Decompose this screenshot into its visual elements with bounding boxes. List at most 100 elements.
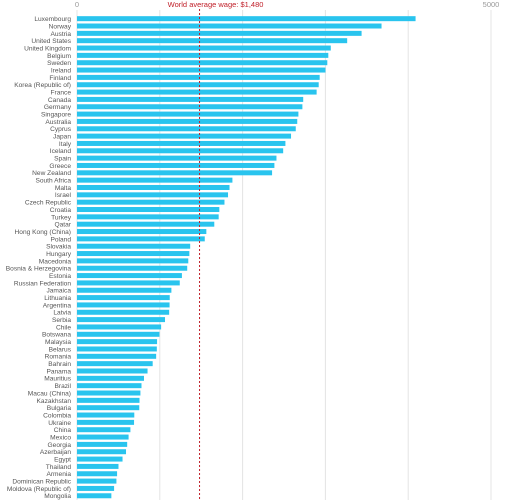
bar — [77, 199, 225, 205]
bar — [77, 383, 142, 389]
category-label: Singapore — [41, 111, 71, 118]
bar — [77, 324, 162, 330]
category-label: Egypt — [54, 456, 71, 463]
bar — [77, 317, 166, 323]
category-label: Panama — [46, 368, 71, 375]
category-label: Jamaica — [46, 288, 71, 295]
category-label: Austria — [50, 31, 71, 38]
category-label: Qatar — [55, 222, 72, 229]
bars-layer — [77, 16, 416, 499]
category-label: Ukraine — [48, 420, 71, 427]
bar — [77, 236, 205, 242]
category-label: Georgia — [48, 442, 72, 449]
bar — [77, 89, 317, 95]
bar — [77, 74, 320, 80]
bar — [77, 214, 219, 220]
category-label: France — [50, 89, 71, 96]
bar — [77, 229, 207, 235]
bar — [77, 463, 119, 469]
bar — [77, 38, 348, 44]
bar — [77, 295, 170, 301]
category-label: Russian Federation — [14, 280, 72, 287]
category-label: Mauritius — [44, 376, 71, 383]
bar — [77, 280, 180, 286]
bar — [77, 192, 229, 198]
bar — [77, 309, 170, 315]
bar — [77, 67, 326, 73]
bar — [77, 52, 329, 58]
bar — [77, 140, 286, 146]
category-label: Ireland — [51, 67, 71, 74]
bar — [77, 170, 273, 176]
bar — [77, 155, 277, 161]
category-label: Botswana — [42, 332, 71, 339]
bar — [77, 412, 135, 418]
bar — [77, 16, 416, 22]
category-label: Australia — [45, 119, 71, 126]
category-label: Japan — [53, 134, 71, 141]
bar — [77, 273, 182, 279]
category-label: Azerbaijan — [40, 449, 71, 456]
category-label: Lithuania — [44, 295, 71, 302]
bar — [77, 30, 362, 36]
category-label: Spain — [54, 156, 71, 163]
category-label: Norway — [49, 23, 72, 30]
bar — [77, 133, 292, 139]
category-label: Chile — [56, 324, 71, 331]
bar — [77, 118, 298, 124]
bar — [77, 243, 191, 249]
bar — [77, 265, 188, 271]
x-tick-label: 0 — [75, 0, 79, 9]
bar — [77, 111, 299, 117]
category-label: Romania — [45, 354, 72, 361]
category-label: Argentina — [43, 302, 72, 309]
bar — [77, 390, 141, 396]
bar — [77, 302, 170, 308]
category-label: Germany — [44, 104, 72, 111]
category-label: Cyprus — [50, 126, 72, 133]
category-label: Hong Kong (China) — [15, 229, 71, 236]
bar — [77, 104, 303, 110]
bar — [77, 449, 127, 455]
category-label: Macau (China) — [28, 390, 71, 397]
bar — [77, 397, 140, 403]
category-label: Finland — [49, 75, 71, 82]
bar — [77, 184, 230, 190]
bar — [77, 427, 131, 433]
category-label: Estonia — [49, 273, 71, 280]
category-label: Luxembourg — [34, 16, 71, 23]
category-label: Iceland — [50, 148, 72, 155]
x-tick-label: 5000 — [483, 0, 500, 9]
bar — [77, 368, 148, 374]
bar — [77, 251, 190, 257]
bar — [77, 405, 140, 411]
category-label: Sweden — [47, 60, 71, 67]
bar — [77, 478, 117, 484]
bar — [77, 148, 284, 154]
bar — [77, 82, 319, 88]
category-label: Israel — [55, 192, 72, 199]
x-axis-ticks: 0 5000 — [75, 0, 499, 9]
bar — [77, 126, 296, 132]
bar — [77, 96, 304, 102]
category-label: Malaysia — [45, 339, 71, 346]
category-label: Hungary — [46, 251, 72, 258]
category-label: Canada — [48, 97, 71, 104]
bar — [77, 177, 233, 183]
bar — [77, 346, 157, 352]
bar — [77, 221, 215, 227]
bar — [77, 493, 112, 499]
bar — [77, 419, 135, 425]
bar — [77, 258, 189, 264]
bar — [77, 287, 172, 293]
bar — [77, 375, 144, 381]
category-label: Poland — [50, 236, 71, 243]
category-label: Mongolia — [44, 493, 71, 500]
category-label: United Kingdom — [24, 45, 71, 52]
category-label: Belgium — [47, 53, 71, 60]
category-label: Moldova (Republic of) — [7, 486, 71, 493]
bar — [77, 361, 153, 367]
